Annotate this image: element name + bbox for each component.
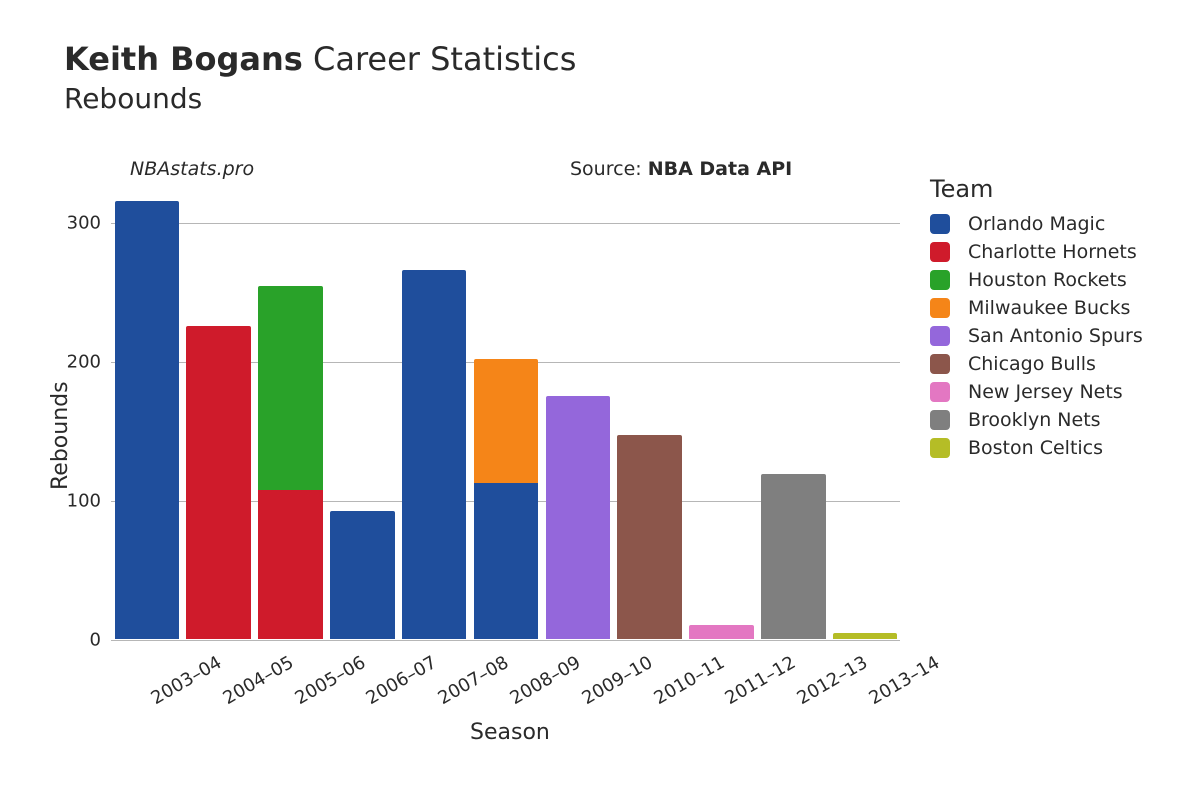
- bar: [115, 194, 180, 639]
- legend-label: New Jersey Nets: [968, 381, 1123, 403]
- legend-title: Team: [930, 175, 1143, 203]
- legend-swatch: [930, 242, 950, 262]
- bar-segment: [474, 359, 539, 483]
- bar-segment: [330, 511, 395, 639]
- x-tick-label: 2013–14: [866, 652, 944, 709]
- bar-segment: [258, 286, 323, 490]
- x-tick-label: 2011–12: [722, 652, 800, 709]
- legend-item: Chicago Bulls: [930, 353, 1143, 375]
- legend-item: Orlando Magic: [930, 213, 1143, 235]
- bar: [689, 194, 754, 639]
- legend-items: Orlando Magic Charlotte Hornets Houston Ro…: [930, 213, 1143, 459]
- bar: [617, 194, 682, 639]
- bar-segment: [761, 474, 826, 639]
- chart-title: Keith Bogans Career Statistics: [64, 40, 576, 78]
- y-tick-label: 100: [67, 490, 111, 511]
- legend-item: Brooklyn Nets: [930, 409, 1143, 431]
- legend-label: Chicago Bulls: [968, 353, 1096, 375]
- x-tick-label: 2008–09: [507, 652, 585, 709]
- legend-item: Boston Celtics: [930, 437, 1143, 459]
- legend-swatch: [930, 214, 950, 234]
- legend-label: Houston Rockets: [968, 269, 1127, 291]
- bar: [474, 194, 539, 639]
- chart-subtitle: Rebounds: [64, 82, 576, 115]
- chart-title-block: Keith Bogans Career Statistics Rebounds: [64, 40, 576, 115]
- bar: [258, 194, 323, 639]
- legend-swatch: [930, 410, 950, 430]
- x-tick-label: 2007–08: [435, 652, 513, 709]
- chart-container: { "title": { "player": "Keith Bogans", "…: [0, 0, 1200, 800]
- bar-segment: [115, 201, 180, 639]
- legend-label: San Antonio Spurs: [968, 325, 1143, 347]
- bar-segment: [689, 625, 754, 639]
- legend-item: Charlotte Hornets: [930, 241, 1143, 263]
- legend-swatch: [930, 382, 950, 402]
- bar: [330, 194, 395, 639]
- bar-segment: [833, 633, 898, 639]
- annotation-site: NBAstats.pro: [130, 158, 254, 180]
- bar-segment: [402, 270, 467, 639]
- x-tick-label: 2012–13: [794, 652, 872, 709]
- x-tick-label: 2010–11: [650, 652, 728, 709]
- source-name: NBA Data API: [648, 158, 793, 180]
- plot-area: 0100200300: [110, 195, 900, 640]
- bar-segment: [258, 490, 323, 639]
- legend-label: Orlando Magic: [968, 213, 1105, 235]
- legend-item: Houston Rockets: [930, 269, 1143, 291]
- gridline: [111, 640, 900, 641]
- title-rest: Career Statistics: [303, 40, 577, 78]
- legend-item: New Jersey Nets: [930, 381, 1143, 403]
- bar-segment: [186, 326, 251, 639]
- y-tick-label: 300: [67, 212, 111, 233]
- bar: [761, 194, 826, 639]
- legend-swatch: [930, 326, 950, 346]
- legend-item: Milwaukee Bucks: [930, 297, 1143, 319]
- bar-segment: [474, 483, 539, 639]
- x-tick-label: 2009–10: [578, 652, 656, 709]
- bar: [833, 194, 898, 639]
- legend-swatch: [930, 438, 950, 458]
- bar: [402, 194, 467, 639]
- source-prefix: Source:: [570, 158, 648, 180]
- legend-swatch: [930, 270, 950, 290]
- bar-segment: [617, 435, 682, 639]
- legend-swatch: [930, 298, 950, 318]
- x-tick-label: 2004–05: [219, 652, 297, 709]
- bar: [186, 194, 251, 639]
- y-tick-label: 200: [67, 351, 111, 372]
- annotation-source: Source: NBA Data API: [570, 158, 792, 180]
- title-player: Keith Bogans: [64, 40, 303, 78]
- x-tick-label: 2006–07: [363, 652, 441, 709]
- legend-item: San Antonio Spurs: [930, 325, 1143, 347]
- x-tick-label: 2005–06: [291, 652, 369, 709]
- x-axis-label: Season: [470, 720, 550, 745]
- x-tick-layer: 2003–042004–052005–062006–072007–082008–…: [110, 652, 900, 722]
- y-tick-label: 0: [90, 630, 111, 651]
- legend-swatch: [930, 354, 950, 374]
- x-tick-label: 2003–04: [147, 652, 225, 709]
- y-axis-label: Rebounds: [48, 381, 73, 490]
- legend-label: Boston Celtics: [968, 437, 1103, 459]
- bar-segment: [546, 396, 611, 639]
- bar: [546, 194, 611, 639]
- legend-label: Charlotte Hornets: [968, 241, 1137, 263]
- legend-label: Brooklyn Nets: [968, 409, 1101, 431]
- legend: Team Orlando Magic Charlotte Hornets Houst…: [930, 175, 1143, 465]
- legend-label: Milwaukee Bucks: [968, 297, 1130, 319]
